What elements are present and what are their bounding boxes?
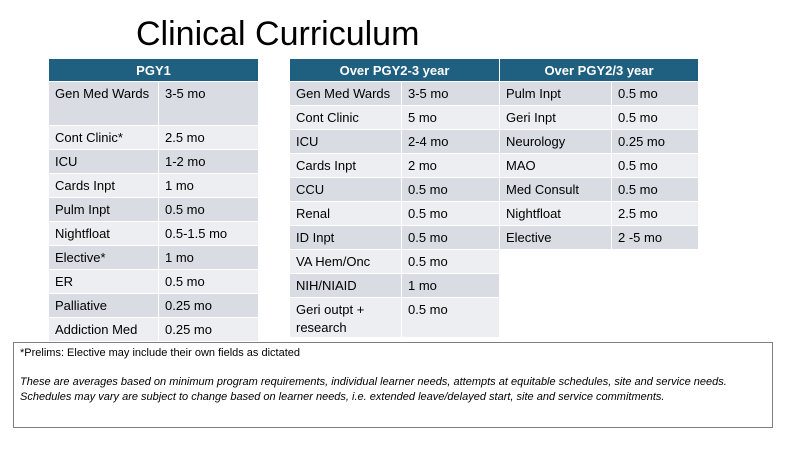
rotation-duration: 3-5 mo <box>400 81 501 106</box>
table-row: NIH/NIAID 1 mo <box>289 273 501 298</box>
rotation-name: Nightfloat <box>499 201 612 226</box>
table-row: Renal 0.5 mo <box>289 201 501 226</box>
table-row: Nightfloat 0.5-1.5 mo <box>48 221 259 246</box>
table-row: MAO 0.5 mo <box>499 153 700 178</box>
rotation-duration: 0.5 mo <box>400 249 501 274</box>
table-row: Geri Inpt 0.5 mo <box>499 105 700 130</box>
page-title: Clinical Curriculum <box>136 15 420 53</box>
rotation-duration: 0.25 mo <box>610 129 700 154</box>
table-row: Pulm Inpt 0.5 mo <box>499 81 700 106</box>
table-row: Geri outpt + research 0.5 mo <box>289 297 501 338</box>
rotation-name: ER <box>48 269 159 294</box>
table-row: Cards Inpt 2 mo <box>289 153 501 178</box>
rotation-duration: 0.25 mo <box>158 293 259 318</box>
rotation-name: ICU <box>289 129 402 154</box>
rotation-name: Geri Inpt <box>499 105 612 130</box>
rotation-name: MAO <box>499 153 612 178</box>
rotation-name: Cards Inpt <box>289 153 402 178</box>
table-row: Cont Clinic* 2.5 mo <box>48 125 259 150</box>
table-header: Over PGY2/3 year <box>498 58 700 82</box>
pgy1-table: PGY1 Gen Med Wards 3-5 mo Cont Clinic* 2.5 … <box>48 58 259 342</box>
footnote-averages: These are averages based on minimum prog… <box>20 376 727 388</box>
rotation-name: Elective <box>499 225 612 250</box>
footnote-box: *Prelims: Elective may include their own… <box>13 342 773 428</box>
rotation-duration: 0.5 mo <box>400 201 501 226</box>
rotation-duration: 1 mo <box>158 173 259 198</box>
pgy2-3-table: Over PGY2-3 year Gen Med Wards 3-5 mo Cont… <box>288 58 501 338</box>
table-row: Nightfloat 2.5 mo <box>499 201 700 226</box>
footnote-prelims: *Prelims: Elective may include their own… <box>20 347 301 359</box>
table-row: Cards Inpt 1 mo <box>48 173 259 198</box>
table-row: CCU 0.5 mo <box>289 177 501 202</box>
rotation-name: Cont Clinic* <box>48 125 159 150</box>
rotation-duration: 0.5 mo <box>610 105 700 130</box>
table-header: Over PGY2-3 year <box>288 58 501 82</box>
table-row: Palliative 0.25 mo <box>48 293 259 318</box>
rotation-name: Med Consult <box>499 177 612 202</box>
footnote-schedules: Schedules may vary are subject to change… <box>20 391 665 403</box>
table-header: PGY1 <box>48 58 259 82</box>
rotation-name: ID Inpt <box>289 225 402 250</box>
table-row: Cont Clinic 5 mo <box>289 105 501 130</box>
table-row: ID Inpt 0.5 mo <box>289 225 501 250</box>
rotation-duration: 2 -5 mo <box>610 225 700 250</box>
table-row: Elective* 1 mo <box>48 245 259 270</box>
rotation-name: Neurology <box>499 129 612 154</box>
rotation-duration: 1 mo <box>158 245 259 270</box>
table-row: Gen Med Wards 3-5 mo <box>48 81 259 126</box>
rotation-name: Nightfloat <box>48 221 159 246</box>
rotation-duration: 0.5 mo <box>610 177 700 202</box>
rotation-name: Pulm Inpt <box>48 197 159 222</box>
rotation-name: Cont Clinic <box>289 105 402 130</box>
rotation-name: Gen Med Wards <box>48 81 159 126</box>
rotation-duration: 0.5 mo <box>158 197 259 222</box>
rotation-duration: 0.5 mo <box>400 177 501 202</box>
rotation-name: NIH/NIAID <box>289 273 402 298</box>
rotation-duration: 0.5 mo <box>400 297 501 338</box>
table-row: VA Hem/Onc 0.5 mo <box>289 249 501 274</box>
rotation-duration: 3-5 mo <box>158 81 259 126</box>
pgy2-3-slash-table: Over PGY2/3 year Pulm Inpt 0.5 mo Geri Inp… <box>498 58 700 250</box>
table-row: Med Consult 0.5 mo <box>499 177 700 202</box>
rotation-duration: 2 mo <box>400 153 501 178</box>
rotation-duration: 2.5 mo <box>610 201 700 226</box>
rotation-duration: 0.5 mo <box>158 269 259 294</box>
rotation-duration: 1-2 mo <box>158 149 259 174</box>
rotation-duration: 2.5 mo <box>158 125 259 150</box>
table-row: ICU 2-4 mo <box>289 129 501 154</box>
rotation-duration: 0.5 mo <box>610 81 700 106</box>
rotation-duration: 1 mo <box>400 273 501 298</box>
table-row: Neurology 0.25 mo <box>499 129 700 154</box>
rotation-duration: 2-4 mo <box>400 129 501 154</box>
rotation-duration: 5 mo <box>400 105 501 130</box>
rotation-name: Elective* <box>48 245 159 270</box>
rotation-name: Cards Inpt <box>48 173 159 198</box>
table-row: Gen Med Wards 3-5 mo <box>289 81 501 106</box>
rotation-name: ICU <box>48 149 159 174</box>
rotation-duration: 0.25 mo <box>158 317 259 342</box>
table-row: Elective 2 -5 mo <box>499 225 700 250</box>
table-row: Pulm Inpt 0.5 mo <box>48 197 259 222</box>
rotation-name: Addiction Med <box>48 317 159 342</box>
rotation-name: Geri outpt + research <box>289 297 402 338</box>
table-row: ICU 1-2 mo <box>48 149 259 174</box>
rotation-name: Pulm Inpt <box>499 81 612 106</box>
rotation-name: CCU <box>289 177 402 202</box>
rotation-duration: 0.5 mo <box>610 153 700 178</box>
rotation-duration: 0.5 mo <box>400 225 501 250</box>
table-row: Addiction Med 0.25 mo <box>48 317 259 342</box>
rotation-name: Palliative <box>48 293 159 318</box>
rotation-name: Gen Med Wards <box>289 81 402 106</box>
rotation-name: Renal <box>289 201 402 226</box>
rotation-duration: 0.5-1.5 mo <box>158 221 259 246</box>
table-row: ER 0.5 mo <box>48 269 259 294</box>
rotation-name: VA Hem/Onc <box>289 249 402 274</box>
